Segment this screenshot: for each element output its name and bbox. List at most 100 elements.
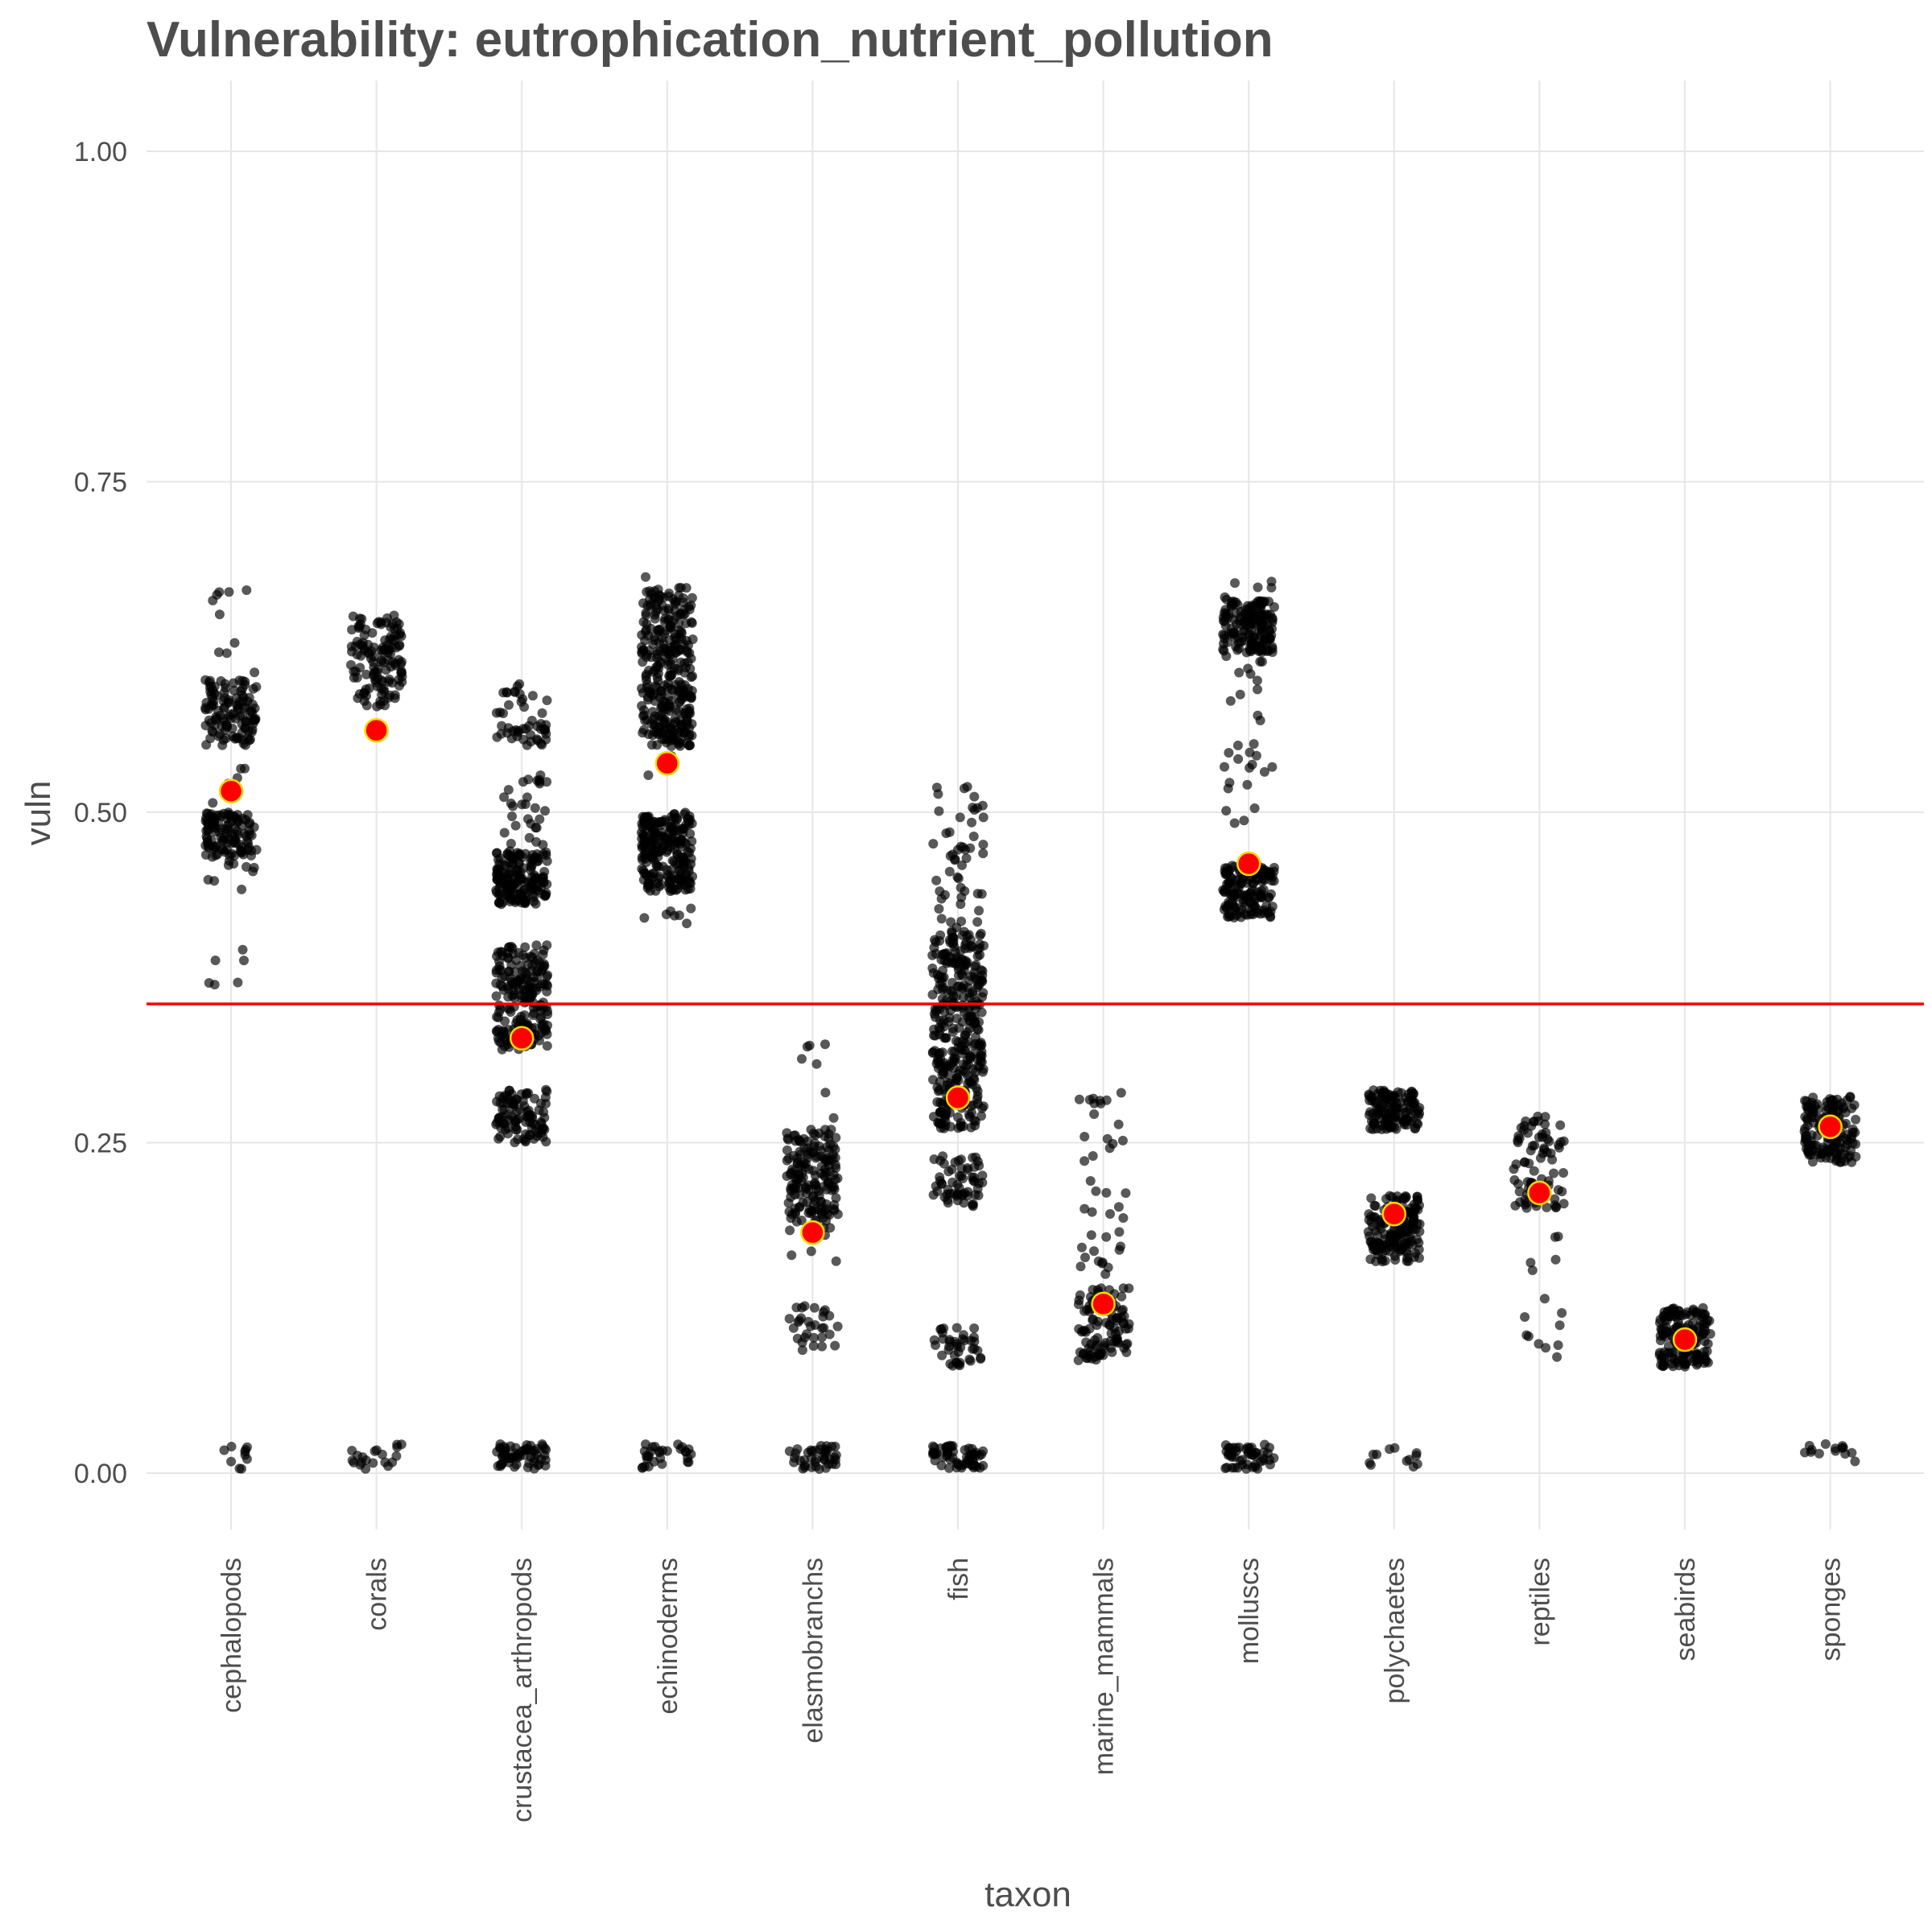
data-point [803,1150,813,1160]
data-point [497,1451,507,1462]
data-point [1224,748,1234,758]
data-point [680,807,691,818]
data-point [932,969,943,980]
data-point [638,617,649,627]
data-point [1253,1463,1263,1474]
data-point [1670,1311,1680,1320]
data-point [960,1045,971,1055]
data-point [251,844,262,855]
data-point [529,1463,539,1474]
data-point [542,1086,552,1096]
data-point [1080,1132,1090,1141]
data-point [204,704,214,714]
grid [147,80,1924,1530]
data-point [675,737,685,748]
data-point [1680,1360,1690,1370]
data-point [671,647,681,658]
data-point [797,1054,807,1064]
data-point [508,858,518,869]
data-point [240,763,250,774]
data-point [1409,1252,1419,1262]
data-point [664,876,675,886]
data-point [824,1329,835,1340]
data-point [659,832,670,843]
mean-markers [218,717,1843,1352]
data-point [935,1172,945,1183]
data-point [815,1441,826,1451]
data-point [1413,1204,1423,1215]
data-point [520,799,530,809]
data-point [221,648,232,658]
data-point [831,1256,841,1266]
data-point [1402,1455,1412,1466]
data-point [680,820,691,831]
data-point [503,1025,514,1035]
data-point [518,724,529,734]
data-point [682,647,692,658]
data-point [1269,866,1279,877]
data-point [1412,1234,1422,1245]
data-point [1377,1257,1388,1267]
data-point [347,625,357,635]
data-point [233,977,243,988]
data-point [251,682,262,692]
data-point [1074,1094,1084,1104]
data-point [976,1352,986,1363]
data-point [535,770,546,780]
data-point [1231,1443,1241,1453]
y-tick-label: 0.00 [74,1459,127,1489]
data-point [242,585,252,596]
data-point [491,1119,502,1129]
data-point [830,1174,840,1185]
data-point [941,1060,952,1071]
data-point [952,1323,962,1333]
data-point [1253,684,1262,695]
data-point [792,1444,803,1455]
data-point [665,622,675,633]
data-point [650,613,660,624]
data-point [1221,806,1232,816]
data-point [1527,1265,1538,1275]
data-point [499,1041,510,1051]
data-point [1551,1202,1562,1212]
data-point [237,848,247,858]
data-point [1396,1097,1406,1108]
data-point [503,1115,514,1125]
data-point [1080,1203,1090,1214]
data-point [1371,1225,1381,1236]
data-point [786,1250,797,1261]
data-point [1267,762,1278,772]
data-point [1226,1451,1236,1460]
data-point [526,737,536,747]
data-point [1513,1179,1523,1189]
data-point [205,675,215,686]
data-point [671,704,681,715]
data-point [666,906,675,916]
data-point [1800,1096,1810,1106]
data-point [943,1077,953,1088]
data-point [791,1302,802,1313]
data-point [535,1035,544,1046]
data-point [1080,1253,1090,1262]
data-point [1220,762,1229,772]
data-point [219,1445,229,1455]
data-point [210,956,221,965]
data-point [506,960,517,970]
data-point [1091,1186,1101,1196]
data-point [396,631,407,642]
data-point [506,1441,516,1451]
data-point [657,1459,667,1469]
data-point [397,668,407,678]
data-point [229,678,238,688]
data-point [1260,610,1269,621]
data-point [1557,1308,1567,1318]
data-point [491,991,502,1001]
data-point [1265,1455,1274,1465]
data-point [378,696,389,706]
data-point [1400,1194,1410,1203]
data-point [1381,1113,1392,1124]
data-point [1657,1361,1668,1372]
data-point [1533,1111,1543,1121]
data-point [931,875,942,886]
data-point [652,727,662,737]
